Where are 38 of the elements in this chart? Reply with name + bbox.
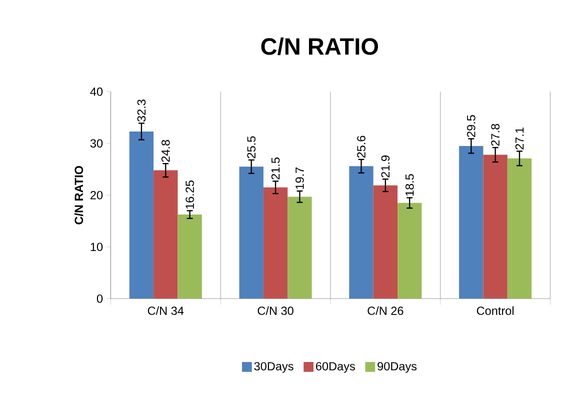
data-label: 27.8 (491, 124, 500, 146)
bar (459, 146, 484, 299)
x-tick-label: C/N 34 (148, 306, 184, 315)
legend-label: 30Days (254, 362, 294, 373)
data-label: 27.1 (515, 128, 524, 150)
bar (507, 158, 532, 299)
legend-label: 60Days (316, 362, 355, 373)
data-label: 18.5 (405, 174, 414, 196)
bar (154, 170, 178, 299)
x-tick-label: C/N 30 (258, 306, 294, 315)
bar (288, 196, 312, 299)
bar (373, 185, 398, 299)
data-label: 19.7 (296, 167, 304, 189)
bar (178, 214, 202, 299)
y-tick-label: 20 (90, 190, 103, 200)
x-tick-label: C/N 26 (368, 306, 404, 315)
data-label: 29.5 (466, 115, 476, 137)
data-label: 16.25 (186, 180, 194, 208)
y-tick-label: 0 (96, 294, 103, 303)
data-label: 25.6 (357, 136, 366, 158)
bar (349, 166, 374, 299)
data-label: 21.5 (271, 157, 280, 180)
legend-label: 90Days (378, 362, 417, 373)
data-label: 24.8 (161, 140, 170, 162)
data-label: 21.9 (381, 155, 390, 178)
y-tick-label: 10 (90, 242, 103, 251)
bar (239, 166, 264, 299)
y-tick-label: 30 (90, 139, 103, 148)
data-label: 32.3 (137, 100, 146, 122)
bar (483, 154, 508, 299)
y-axis-title: C/N RATIO (74, 166, 84, 224)
bar (129, 131, 154, 299)
y-tick-label: 40 (90, 87, 103, 96)
bar (263, 187, 288, 299)
data-label: 25.5 (247, 136, 256, 158)
bar (398, 202, 422, 299)
chart-title: C/N RATIO (261, 37, 378, 55)
x-tick-label: Control (476, 306, 514, 315)
